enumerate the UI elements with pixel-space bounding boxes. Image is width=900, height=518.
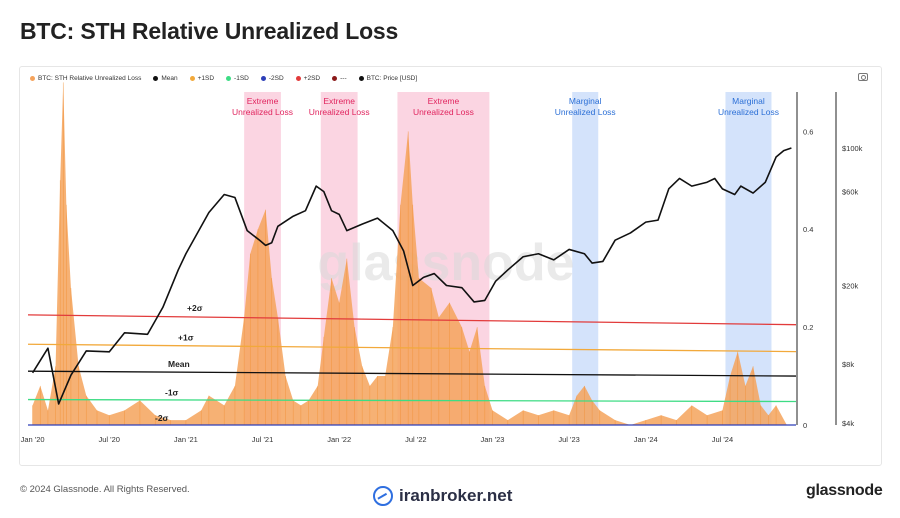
legend-dot-icon: [260, 75, 266, 81]
x-tick-label: Jan '20: [21, 435, 45, 444]
legend-label: Mean: [161, 74, 178, 82]
band-label: Marginal: [569, 96, 602, 106]
legend-item[interactable]: -1SD: [226, 75, 249, 82]
band-label: Unrealized Loss: [309, 107, 370, 117]
watermark-text: glassnode: [317, 234, 574, 292]
price-tick-label: $8k: [842, 360, 854, 369]
legend-item[interactable]: BTC: STH Relative Unrealized Loss: [30, 75, 141, 82]
price-tick-label: $4k: [842, 419, 854, 428]
price-tick-label: $100k: [842, 144, 863, 153]
band-label: Extreme: [323, 96, 355, 106]
legend-dot-icon: [226, 75, 232, 81]
legend-label: ---: [340, 74, 347, 82]
x-tick-label: Jul '24: [712, 435, 733, 444]
chart-logo-icon: [373, 486, 393, 506]
sd-line: [27, 370, 797, 377]
x-tick-label: Jan '23: [481, 435, 505, 444]
x-tick-label: Jan '24: [634, 435, 658, 444]
copyright-text: © 2024 Glassnode. All Rights Reserved.: [20, 484, 190, 495]
brand-text: iranbroker.net: [399, 486, 513, 505]
x-tick-label: Jan '21: [174, 435, 198, 444]
y-tick-label: 0: [803, 421, 807, 430]
sd-label: -1σ: [165, 388, 179, 398]
page-title: BTC: STH Relative Unrealized Loss: [20, 18, 399, 44]
sd-label: +1σ: [178, 332, 194, 342]
legend-dot-icon: [358, 75, 364, 81]
y-tick-label: 0.2: [803, 323, 813, 332]
sd-label: -2σ: [155, 413, 169, 423]
price-line-series: [31, 147, 792, 405]
camera-icon[interactable]: [858, 73, 868, 81]
x-tick-label: Jul '23: [558, 435, 579, 444]
legend-item[interactable]: +2SD: [295, 74, 321, 82]
x-tick-label: Jul '20: [99, 435, 120, 444]
band-label: Extreme: [247, 96, 279, 106]
sd-label: +2σ: [187, 303, 203, 313]
legend-item[interactable]: BTC: Price [USD]: [358, 74, 418, 82]
y-tick-label: 0.6: [803, 127, 813, 136]
band-label: Extreme: [428, 96, 460, 106]
price-tick-label: $20k: [842, 282, 859, 291]
sd-line: [27, 314, 797, 326]
brand-watermark: iranbroker.net: [373, 486, 512, 506]
band-label: Unrealized Loss: [555, 107, 616, 117]
x-tick-label: Jan '22: [327, 435, 351, 444]
glassnode-logo: glassnode: [806, 482, 883, 499]
legend-label: +2SD: [303, 74, 321, 82]
legend-label: BTC: Price [USD]: [366, 74, 418, 82]
y-tick-label: 0.4: [803, 225, 813, 234]
legend-item[interactable]: ---: [332, 75, 347, 82]
legend-item[interactable]: Mean: [153, 74, 178, 82]
legend-dot-icon: [295, 75, 301, 81]
x-tick-label: Jul '22: [405, 435, 426, 444]
band-label: Unrealized Loss: [413, 107, 474, 117]
sd-line: [27, 398, 797, 403]
loss-area-series: [32, 82, 787, 425]
highlight-band: [572, 92, 599, 425]
chart-legend: BTC: STH Relative Unrealized Loss Mean +1S…: [30, 72, 417, 84]
legend-label: -1SD: [234, 74, 249, 82]
legend-label: BTC: STH Relative Unrealized Loss: [38, 74, 142, 82]
legend-item[interactable]: +1SD: [189, 74, 215, 82]
legend-item[interactable]: -2SD: [260, 74, 284, 82]
sd-label: Mean: [168, 359, 190, 369]
band-label: Marginal: [732, 96, 765, 106]
legend-label: -2SD: [268, 74, 284, 82]
band-label: Unrealized Loss: [718, 107, 779, 117]
x-tick-label: Jul '21: [252, 435, 273, 444]
legend-dot-icon: [153, 75, 159, 81]
legend-label: +1SD: [197, 74, 215, 82]
band-label: Unrealized Loss: [232, 107, 293, 117]
sd-line: [27, 343, 797, 353]
price-tick-label: $60k: [842, 188, 859, 197]
legend-dot-icon: [332, 75, 338, 81]
legend-dot-icon: [189, 75, 195, 81]
legend-dot-icon: [30, 75, 35, 81]
